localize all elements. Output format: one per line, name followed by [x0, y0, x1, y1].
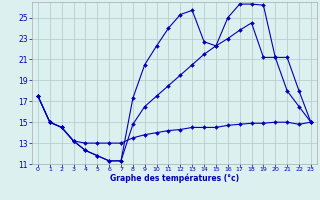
- X-axis label: Graphe des températures (°c): Graphe des températures (°c): [110, 174, 239, 183]
